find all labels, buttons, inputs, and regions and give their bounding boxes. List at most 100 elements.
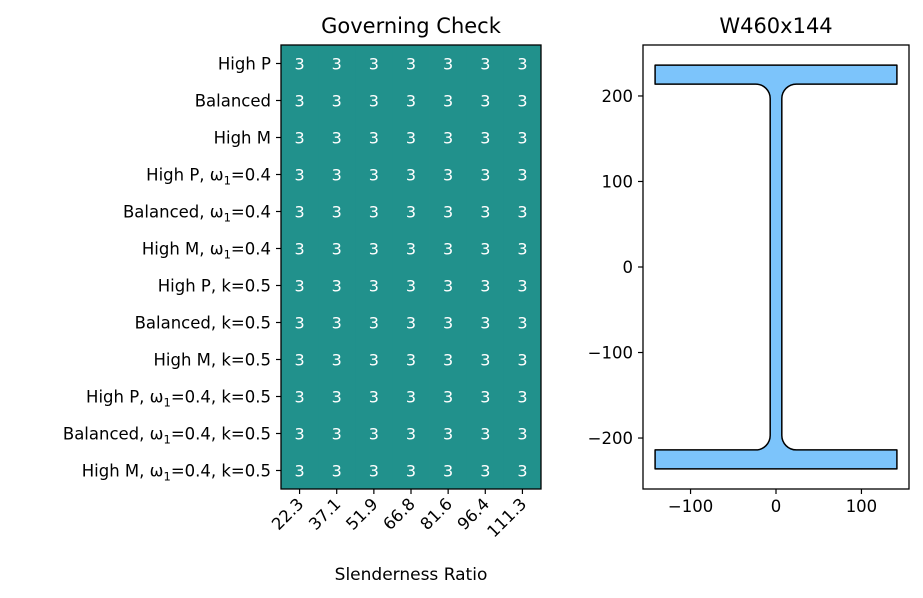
heatmap-cell	[392, 267, 430, 305]
heatmap-cell-value: 3	[369, 388, 379, 407]
heatmap-cell-value: 3	[480, 92, 490, 111]
heatmap-cell	[355, 230, 393, 268]
heatmap-cell	[503, 378, 542, 416]
y-tick-label: 100	[602, 172, 634, 191]
heatmap-cell	[355, 452, 393, 490]
heatmap-cell-value: 3	[443, 129, 453, 148]
heatmap-row-label: Balanced, ω1=0.4, k=0.5	[63, 425, 271, 447]
heatmap-cell	[392, 378, 430, 416]
heatmap-cell	[392, 415, 430, 453]
heatmap-cell	[429, 415, 468, 453]
heatmap-cell	[503, 452, 542, 490]
heatmap-cell-value: 3	[517, 277, 527, 296]
heatmap-column-label: 37.1	[305, 494, 344, 533]
heatmap-cell-value: 3	[517, 55, 527, 74]
heatmap-cell	[281, 193, 319, 231]
heatmap-cell	[429, 230, 468, 268]
heatmap-cell	[318, 156, 356, 194]
heatmap-cell	[355, 193, 393, 231]
heatmap-cell	[429, 452, 468, 490]
ibeam-section-shape	[654, 64, 898, 470]
y-tick-label: −200	[588, 429, 633, 448]
heatmap-column-label: 22.3	[268, 494, 307, 533]
heatmap-column-label: 51.9	[342, 494, 381, 533]
heatmap-cell-value: 3	[480, 277, 490, 296]
heatmap-cell-value: 3	[480, 240, 490, 259]
heatmap-cell-value: 3	[369, 166, 379, 185]
heatmap-cell	[429, 193, 468, 231]
heatmap-cell	[503, 230, 542, 268]
heatmap-cell	[503, 45, 542, 83]
heatmap-row-label: High P, ω1=0.4, k=0.5	[86, 388, 271, 410]
heatmap-cell-value: 3	[369, 129, 379, 148]
heatmap-cell	[318, 82, 356, 120]
heatmap-cell-value: 3	[480, 314, 490, 333]
section-panel: W460x144 −100 0 100 200 100 0 −100 −200	[588, 14, 910, 516]
y-tick-label: −100	[588, 344, 633, 363]
heatmap-cell-value: 3	[480, 166, 490, 185]
heatmap-row-label: Balanced	[195, 92, 271, 111]
heatmap-row-label: High M, k=0.5	[153, 351, 271, 370]
heatmap-cell	[429, 341, 468, 379]
x-tick-label: 100	[846, 497, 878, 516]
heatmap-cell	[318, 119, 356, 157]
heatmap-cell-value: 3	[369, 92, 379, 111]
heatmap-cell	[466, 156, 505, 194]
y-tick-label: 0	[623, 258, 634, 277]
heatmap-cell-value: 3	[443, 166, 453, 185]
heatmap-cell	[318, 415, 356, 453]
heatmap-cell-value: 3	[294, 425, 304, 444]
heatmap-column-label: 111.3	[483, 494, 530, 541]
heatmap-cell	[392, 45, 430, 83]
heatmap-title: Governing Check	[321, 14, 502, 38]
heatmap-cell	[466, 119, 505, 157]
heatmap-cell-value: 3	[480, 462, 490, 481]
heatmap-cell-value: 3	[443, 92, 453, 111]
heatmap-cell	[318, 452, 356, 490]
heatmap-cell-value: 3	[332, 314, 342, 333]
heatmap-cell	[355, 156, 393, 194]
heatmap-cell	[392, 193, 430, 231]
heatmap-cell	[392, 156, 430, 194]
heatmap-cell-value: 3	[443, 240, 453, 259]
heatmap-cell-value: 3	[517, 462, 527, 481]
heatmap-cell-value: 3	[406, 166, 416, 185]
heatmap-cell-value: 3	[406, 92, 416, 111]
heatmap-cell-value: 3	[369, 425, 379, 444]
heatmap-cell	[466, 45, 505, 83]
heatmap-cell	[355, 415, 393, 453]
heatmap-cell	[281, 119, 319, 157]
heatmap-cell	[355, 119, 393, 157]
heatmap-cell-value: 3	[294, 351, 304, 370]
heatmap-cell	[318, 341, 356, 379]
heatmap-cell-value: 3	[294, 462, 304, 481]
heatmap-cell-value: 3	[406, 55, 416, 74]
heatmap-cell	[355, 304, 393, 342]
heatmap-cell-value: 3	[406, 203, 416, 222]
heatmap-row-label: High P	[218, 55, 271, 74]
heatmap-cell	[503, 341, 542, 379]
heatmap-cell	[281, 267, 319, 305]
heatmap-cell	[503, 119, 542, 157]
heatmap-cell	[503, 193, 542, 231]
heatmap-cell	[503, 267, 542, 305]
heatmap-cell	[281, 415, 319, 453]
x-tick-label: 0	[771, 497, 782, 516]
heatmap-cell-value: 3	[480, 203, 490, 222]
heatmap-cell	[392, 341, 430, 379]
heatmap-cell-value: 3	[369, 351, 379, 370]
heatmap-cell	[355, 267, 393, 305]
heatmap-cells: 3 3 3 3 3 3 3 3 3 3 3 3 3 3 3 3 3 3 3 3 3 3 3 3 3 3 3 3 3 3 3 3 3 3 3 3 3 3 3 3…	[281, 45, 542, 490]
heatmap-cell	[392, 304, 430, 342]
heatmap-cell-value: 3	[294, 166, 304, 185]
heatmap-cell	[466, 341, 505, 379]
heatmap-cell	[392, 82, 430, 120]
heatmap-row-label: High P, k=0.5	[158, 277, 271, 296]
heatmap-row-label: High M	[214, 129, 271, 148]
heatmap-cell	[281, 230, 319, 268]
heatmap-cell	[318, 193, 356, 231]
heatmap-cell	[503, 82, 542, 120]
heatmap-cell-value: 3	[294, 277, 304, 296]
heatmap-cell-value: 3	[480, 129, 490, 148]
heatmap-cell	[466, 193, 505, 231]
